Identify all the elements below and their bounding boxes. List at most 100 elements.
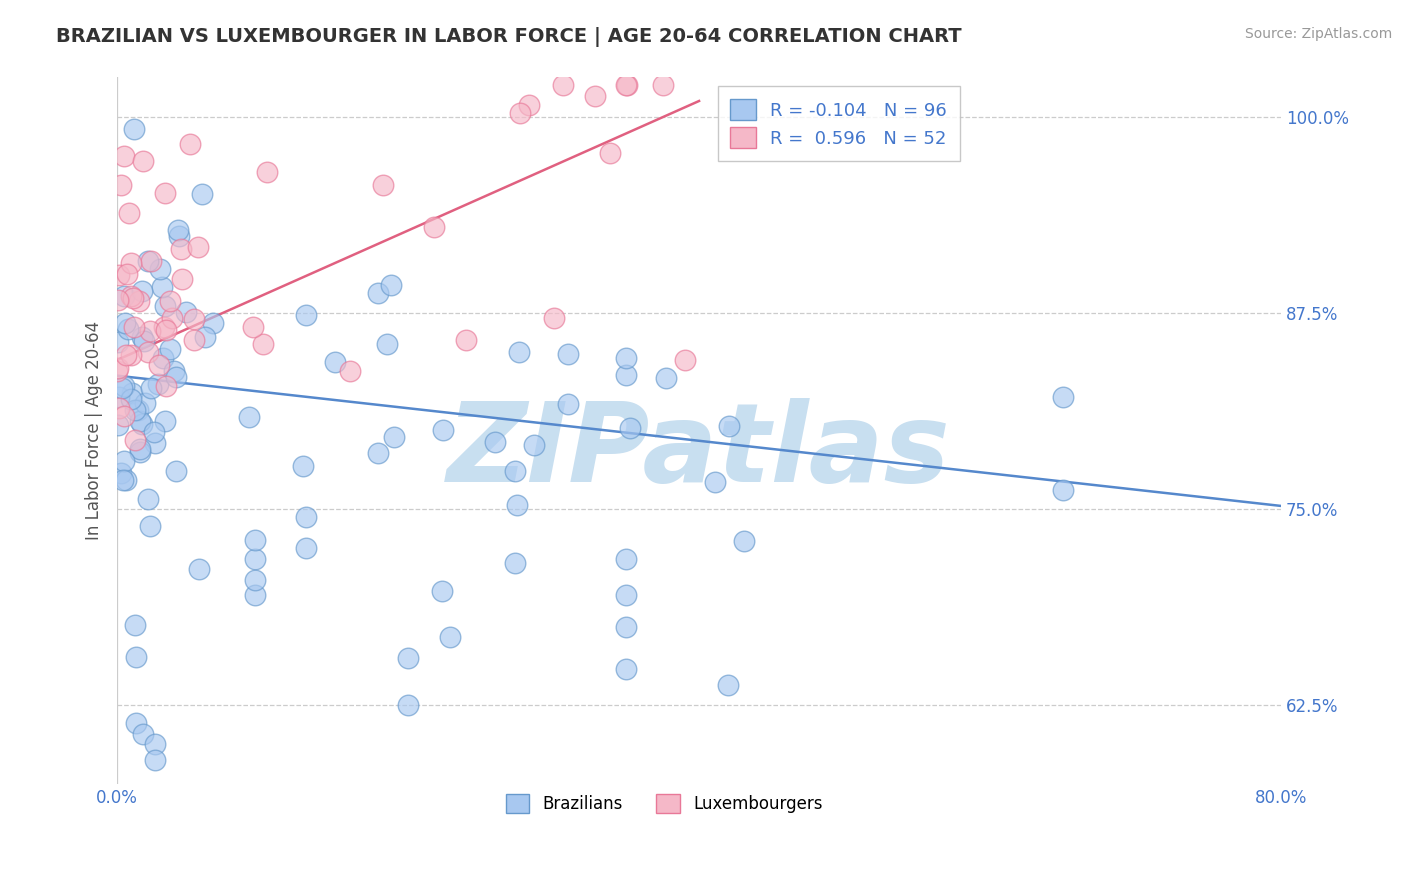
Point	[166, 223, 188, 237]
Point	[125, 649, 148, 664]
Point	[153, 300, 176, 314]
Point	[616, 78, 638, 93]
Y-axis label: In Labor Force | Age 20-64: In Labor Force | Age 20-64	[86, 321, 103, 541]
Point	[128, 414, 150, 428]
Text: Source: ZipAtlas.com: Source: ZipAtlas.com	[1244, 27, 1392, 41]
Point	[614, 552, 637, 566]
Point	[599, 146, 621, 161]
Point	[141, 381, 163, 395]
Point	[367, 446, 389, 460]
Point	[557, 397, 579, 411]
Point	[110, 178, 132, 192]
Point	[139, 519, 162, 533]
Point	[121, 386, 143, 401]
Point	[159, 293, 181, 308]
Point	[107, 293, 129, 307]
Point	[131, 284, 153, 298]
Point	[125, 715, 148, 730]
Point	[124, 433, 146, 447]
Point	[120, 289, 142, 303]
Point	[165, 465, 187, 479]
Point	[295, 541, 318, 556]
Point	[107, 401, 129, 415]
Text: BRAZILIAN VS LUXEMBOURGER IN LABOR FORCE | AGE 20-64 CORRELATION CHART: BRAZILIAN VS LUXEMBOURGER IN LABOR FORCE…	[56, 27, 962, 46]
Point	[339, 364, 361, 378]
Point	[614, 620, 637, 634]
Point	[187, 240, 209, 254]
Point	[614, 368, 637, 383]
Point	[325, 355, 347, 369]
Point	[114, 316, 136, 330]
Point	[153, 320, 176, 334]
Point	[551, 78, 574, 93]
Point	[143, 738, 166, 752]
Point	[174, 305, 197, 319]
Point	[120, 348, 142, 362]
Point	[367, 286, 389, 301]
Point	[188, 562, 211, 576]
Point	[127, 403, 149, 417]
Point	[519, 98, 541, 112]
Point	[117, 322, 139, 336]
Point	[655, 371, 678, 385]
Point	[509, 106, 531, 120]
Point	[1052, 390, 1074, 404]
Point	[704, 475, 727, 489]
Point	[124, 403, 146, 417]
Point	[114, 149, 136, 163]
Point	[583, 88, 606, 103]
Point	[129, 445, 152, 459]
Point	[396, 698, 419, 713]
Point	[107, 418, 129, 433]
Point	[148, 358, 170, 372]
Text: ZIPatlas: ZIPatlas	[447, 398, 950, 505]
Point	[120, 392, 142, 406]
Point	[128, 293, 150, 308]
Point	[136, 491, 159, 506]
Point	[134, 396, 156, 410]
Point	[377, 337, 399, 351]
Point	[252, 337, 274, 351]
Point	[143, 435, 166, 450]
Point	[150, 279, 173, 293]
Point	[165, 370, 187, 384]
Point	[139, 254, 162, 268]
Point	[107, 360, 129, 375]
Point	[112, 379, 135, 393]
Point	[132, 153, 155, 168]
Point	[484, 434, 506, 449]
Point	[422, 219, 444, 234]
Point	[170, 242, 193, 256]
Point	[120, 255, 142, 269]
Point	[505, 498, 527, 512]
Point	[242, 319, 264, 334]
Point	[122, 320, 145, 334]
Point	[382, 430, 405, 444]
Point	[245, 573, 267, 587]
Point	[155, 323, 177, 337]
Point	[179, 137, 201, 152]
Point	[132, 726, 155, 740]
Point	[543, 310, 565, 325]
Point	[124, 122, 146, 136]
Point	[503, 557, 526, 571]
Point	[183, 333, 205, 347]
Point	[111, 381, 134, 395]
Point	[238, 409, 260, 424]
Point	[295, 309, 318, 323]
Point	[194, 330, 217, 344]
Point	[183, 311, 205, 326]
Point	[651, 78, 673, 93]
Point	[456, 333, 478, 347]
Point	[153, 414, 176, 428]
Point	[191, 187, 214, 202]
Point	[112, 473, 135, 487]
Point	[614, 78, 637, 93]
Point	[153, 186, 176, 201]
Point	[112, 453, 135, 467]
Point	[108, 390, 131, 404]
Point	[508, 345, 530, 359]
Point	[107, 364, 129, 378]
Point	[614, 351, 637, 366]
Point	[139, 325, 162, 339]
